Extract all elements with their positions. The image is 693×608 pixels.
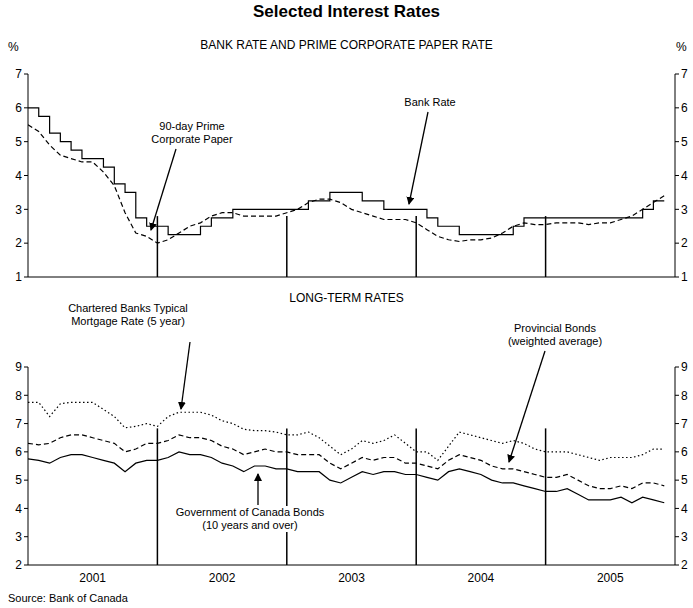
- html-text:Provincial Bonds (weighted ave: Provincial Bonds (weighted average): [507, 322, 603, 347]
- svg-text:3: 3: [681, 530, 685, 544]
- svg-text:5: 5: [15, 473, 22, 487]
- svg-text:5: 5: [681, 135, 685, 149]
- html-text:90-day Prime Corporate Paper: 90-day Prime Corporate Paper: [151, 120, 233, 145]
- html-text:Bank Rate: Bank Rate: [404, 96, 456, 108]
- html-text:Selected Interest Rates: Selected Interest Rates: [253, 2, 440, 21]
- html-text:Government of Canada Bonds (10: Government of Canada Bonds (10 years and…: [175, 506, 325, 531]
- svg-text:4: 4: [681, 169, 685, 183]
- svg-text:7: 7: [15, 67, 22, 81]
- svg-text:2: 2: [681, 236, 685, 250]
- svg-text:6: 6: [15, 445, 22, 459]
- svg-text:2004: 2004: [468, 571, 495, 585]
- svg-text:8: 8: [15, 389, 22, 403]
- svg-text:5: 5: [681, 473, 685, 487]
- svg-text:3: 3: [681, 203, 685, 217]
- svg-text:2001: 2001: [79, 571, 106, 585]
- svg-text:9: 9: [681, 360, 685, 374]
- html-text:Chartered Banks Typical Mortga: Chartered Banks Typical Mortgage Rate (5…: [68, 302, 188, 327]
- svg-text:1: 1: [15, 270, 22, 284]
- svg-text:7: 7: [681, 417, 685, 431]
- svg-text:4: 4: [15, 502, 22, 516]
- html-text:LONG-TERM RATES: LONG-TERM RATES: [289, 291, 404, 305]
- svg-text:7: 7: [15, 417, 22, 431]
- svg-text:7: 7: [681, 67, 685, 81]
- svg-text:6: 6: [681, 445, 685, 459]
- svg-text:4: 4: [15, 169, 22, 183]
- svg-text:2: 2: [681, 558, 685, 572]
- svg-text:2: 2: [15, 236, 22, 250]
- svg-text:2005: 2005: [597, 571, 624, 585]
- html-text:BANK RATE AND PRIME CORPORATE: BANK RATE AND PRIME CORPORATE PAPER RATE: [200, 38, 493, 52]
- svg-text:2: 2: [15, 558, 22, 572]
- svg-text:6: 6: [15, 101, 22, 115]
- svg-text:9: 9: [15, 360, 22, 374]
- svg-text:3: 3: [15, 530, 22, 544]
- svg-text:2003: 2003: [338, 571, 365, 585]
- svg-text:3: 3: [15, 203, 22, 217]
- svg-text:2002: 2002: [209, 571, 236, 585]
- svg-text:5: 5: [15, 135, 22, 149]
- svg-text:4: 4: [681, 502, 685, 516]
- svg-text:1: 1: [681, 270, 685, 284]
- html-text:Source: Bank of Canada: Source: Bank of Canada: [8, 592, 128, 604]
- svg-text:6: 6: [681, 101, 685, 115]
- svg-text:8: 8: [681, 389, 685, 403]
